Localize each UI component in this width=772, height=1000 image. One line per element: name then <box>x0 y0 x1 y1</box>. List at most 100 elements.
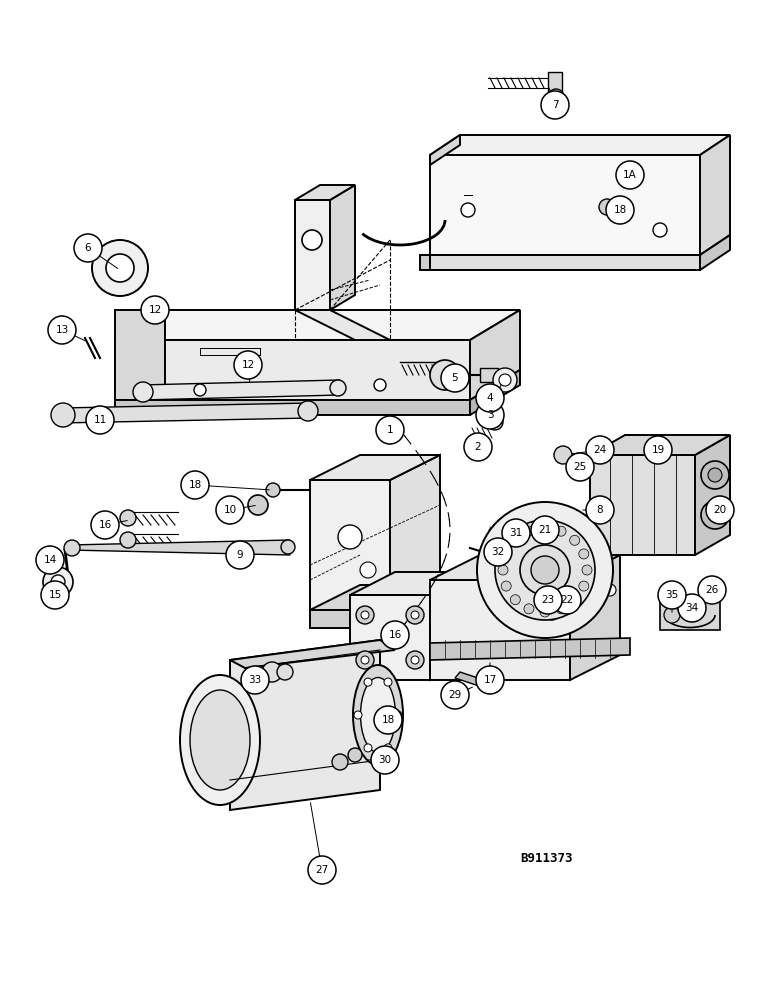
Circle shape <box>701 461 729 489</box>
Circle shape <box>394 711 402 719</box>
Circle shape <box>599 199 615 215</box>
Ellipse shape <box>361 678 395 752</box>
Text: 9: 9 <box>237 550 243 560</box>
Polygon shape <box>420 255 430 270</box>
Circle shape <box>234 351 262 379</box>
Circle shape <box>384 678 392 686</box>
Polygon shape <box>330 185 355 310</box>
Text: B911373: B911373 <box>520 852 573 864</box>
Circle shape <box>36 546 64 574</box>
Circle shape <box>701 501 729 529</box>
Polygon shape <box>390 585 440 628</box>
Circle shape <box>499 374 511 386</box>
Polygon shape <box>310 585 440 610</box>
Circle shape <box>361 611 369 619</box>
Circle shape <box>406 606 424 624</box>
Text: 35: 35 <box>665 590 679 600</box>
Circle shape <box>583 596 597 610</box>
Circle shape <box>92 240 148 296</box>
Circle shape <box>579 549 589 559</box>
Polygon shape <box>295 310 390 340</box>
Text: 3: 3 <box>486 410 493 420</box>
Circle shape <box>406 651 424 669</box>
Circle shape <box>706 496 734 524</box>
Polygon shape <box>310 455 440 480</box>
Circle shape <box>411 611 419 619</box>
Polygon shape <box>115 310 165 400</box>
Circle shape <box>616 161 644 189</box>
Circle shape <box>262 662 282 682</box>
Polygon shape <box>295 200 330 310</box>
Text: 30: 30 <box>378 755 391 765</box>
Polygon shape <box>590 435 730 455</box>
Circle shape <box>360 562 376 578</box>
Circle shape <box>510 535 520 545</box>
Circle shape <box>570 595 580 605</box>
Circle shape <box>493 368 517 392</box>
Circle shape <box>553 586 581 614</box>
Text: 31: 31 <box>510 528 523 538</box>
Circle shape <box>248 495 268 515</box>
Circle shape <box>476 384 504 412</box>
Circle shape <box>510 595 520 605</box>
Circle shape <box>277 664 293 680</box>
Text: 19: 19 <box>652 445 665 455</box>
Circle shape <box>534 586 562 614</box>
Polygon shape <box>548 72 562 92</box>
Text: 14: 14 <box>43 555 56 565</box>
Text: 4: 4 <box>486 393 493 403</box>
Polygon shape <box>430 255 700 270</box>
Circle shape <box>476 401 504 429</box>
Circle shape <box>330 380 346 396</box>
Circle shape <box>91 511 119 539</box>
Text: 13: 13 <box>56 325 69 335</box>
Circle shape <box>586 436 614 464</box>
Circle shape <box>484 538 512 566</box>
Circle shape <box>501 581 511 591</box>
Circle shape <box>571 461 585 475</box>
Circle shape <box>354 711 362 719</box>
Circle shape <box>464 433 492 461</box>
Polygon shape <box>430 580 570 680</box>
Circle shape <box>64 540 80 556</box>
Circle shape <box>381 621 409 649</box>
Text: 11: 11 <box>93 415 107 425</box>
Text: 5: 5 <box>452 373 459 383</box>
Circle shape <box>338 525 362 549</box>
Polygon shape <box>230 640 395 668</box>
Polygon shape <box>140 380 340 400</box>
Circle shape <box>51 575 65 589</box>
Circle shape <box>308 856 336 884</box>
Polygon shape <box>430 135 730 155</box>
Text: 26: 26 <box>706 585 719 595</box>
Text: 23: 23 <box>541 595 554 605</box>
Circle shape <box>348 748 362 762</box>
Circle shape <box>477 502 613 638</box>
Circle shape <box>41 581 69 609</box>
Circle shape <box>586 496 614 524</box>
Circle shape <box>524 526 534 536</box>
Text: 16: 16 <box>98 520 112 530</box>
Polygon shape <box>310 480 390 610</box>
Polygon shape <box>430 572 475 680</box>
Circle shape <box>544 604 560 620</box>
Circle shape <box>604 584 616 596</box>
Circle shape <box>498 565 508 575</box>
Circle shape <box>548 89 564 105</box>
Circle shape <box>241 666 269 694</box>
Circle shape <box>133 382 153 402</box>
Polygon shape <box>430 135 460 165</box>
Text: 25: 25 <box>574 462 587 472</box>
Ellipse shape <box>353 665 403 765</box>
Circle shape <box>487 414 503 430</box>
Circle shape <box>708 468 722 482</box>
Text: 12: 12 <box>242 360 255 370</box>
Circle shape <box>501 549 511 559</box>
Text: 2: 2 <box>475 442 481 452</box>
Text: 32: 32 <box>491 547 505 557</box>
Polygon shape <box>660 600 720 630</box>
Circle shape <box>364 744 372 752</box>
Circle shape <box>384 744 392 752</box>
Ellipse shape <box>190 690 250 790</box>
Circle shape <box>356 651 374 669</box>
